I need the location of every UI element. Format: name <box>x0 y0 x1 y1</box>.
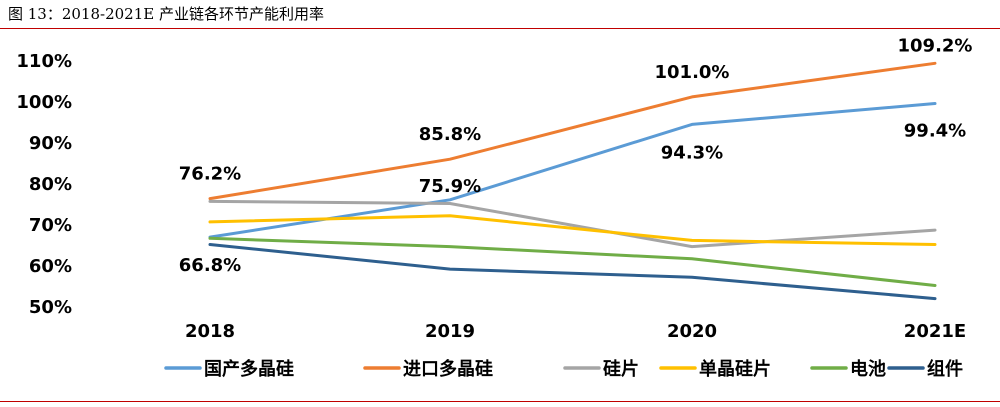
x-axis: 2018 2019 2020 2021E <box>185 321 966 342</box>
y-tick-label: 50% <box>29 297 72 318</box>
x-tick-label: 2020 <box>667 321 717 342</box>
legend-label: 进口多晶硅 <box>403 358 493 380</box>
data-label: 109.2% <box>898 35 973 56</box>
series-line <box>208 243 937 301</box>
series-line <box>208 61 937 201</box>
data-label: 85.8% <box>419 124 481 145</box>
legend: 国产多晶硅 进口多晶硅 硅片 单晶硅片 电池 组件 <box>164 358 963 380</box>
data-label: 101.0% <box>655 62 730 83</box>
x-tick-label: 2019 <box>425 321 475 342</box>
series-line <box>208 199 937 249</box>
y-tick-label: 110% <box>16 51 72 72</box>
legend-label: 电池 <box>850 358 886 380</box>
figure-title: 图 13：2018-2021E 产业链各环节产能利用率 <box>8 5 324 23</box>
y-tick-label: 80% <box>29 174 72 195</box>
series-line <box>208 214 937 246</box>
y-tick-label: 100% <box>16 92 72 113</box>
x-tick-label: 2018 <box>185 321 235 342</box>
series-line <box>208 236 937 287</box>
series-line <box>208 102 937 239</box>
legend-label: 国产多晶硅 <box>204 358 294 380</box>
data-label: 75.9% <box>419 176 481 197</box>
title-divider <box>0 28 1000 29</box>
y-axis: 50% 60% 70% 80% 90% 100% 110% <box>16 51 72 318</box>
legend-label: 硅片 <box>603 358 639 380</box>
y-tick-label: 90% <box>29 133 72 154</box>
series-lines <box>208 61 937 301</box>
data-label: 66.8% <box>179 255 241 276</box>
data-label: 99.4% <box>904 120 966 141</box>
legend-label: 组件 <box>927 358 963 380</box>
y-tick-label: 60% <box>29 256 72 277</box>
legend-label: 单晶硅片 <box>699 358 771 380</box>
bottom-divider <box>0 401 1000 402</box>
data-label: 94.3% <box>661 142 723 163</box>
line-chart: 50% 60% 70% 80% 90% 100% 110% 2018 2019 2020 2021… <box>16 35 973 380</box>
data-labels: 76.2% 85.8% 101.0% 109.2% 66.8% 75.9% 94.3% 99.… <box>179 35 973 276</box>
data-label: 76.2% <box>179 164 241 185</box>
x-tick-label: 2021E <box>904 321 966 342</box>
y-tick-label: 70% <box>29 215 72 236</box>
